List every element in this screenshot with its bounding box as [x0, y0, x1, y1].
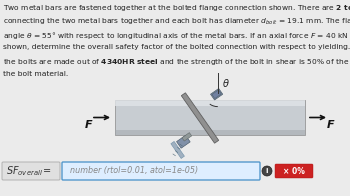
Text: the bolts are made out of $\mathbf{4340HR\ steel}$ and the strength of the bolt : the bolts are made out of $\mathbf{4340H… — [3, 57, 350, 67]
FancyBboxPatch shape — [2, 162, 60, 180]
Polygon shape — [211, 89, 223, 100]
Text: × 0%: × 0% — [283, 166, 305, 175]
Text: number (rtol=0.01, atol=1e-05): number (rtol=0.01, atol=1e-05) — [70, 166, 198, 175]
Text: Two metal bars are fastened together at the bolted flange connection shown. Ther: Two metal bars are fastened together at … — [3, 3, 350, 13]
Text: angle $\theta$ = 55° with respect to longitudinal axis of the metal bars. If an : angle $\theta$ = 55° with respect to lon… — [3, 30, 350, 41]
Text: F: F — [85, 121, 93, 131]
FancyBboxPatch shape — [275, 164, 313, 178]
Bar — [115, 100, 305, 135]
Polygon shape — [181, 93, 219, 143]
Text: connecting the two metal bars together and each bolt has diameter $d_{\mathit{bo: connecting the two metal bars together a… — [3, 16, 350, 27]
Bar — [115, 130, 305, 135]
Polygon shape — [182, 133, 192, 141]
FancyBboxPatch shape — [62, 162, 260, 180]
Polygon shape — [171, 142, 184, 159]
Text: $\mathit{SF}_{\mathit{overall}}$: $\mathit{SF}_{\mathit{overall}}$ — [6, 164, 43, 178]
Text: the bolt material.: the bolt material. — [3, 71, 68, 76]
Polygon shape — [176, 135, 190, 148]
Text: i: i — [266, 168, 268, 174]
Bar — [115, 100, 305, 106]
Text: shown, determine the overall safety factor of the bolted connection with respect: shown, determine the overall safety fact… — [3, 44, 350, 50]
Text: =: = — [43, 166, 51, 176]
Text: θ: θ — [222, 79, 228, 89]
Polygon shape — [212, 90, 221, 99]
Circle shape — [262, 166, 272, 176]
Text: F: F — [327, 121, 335, 131]
